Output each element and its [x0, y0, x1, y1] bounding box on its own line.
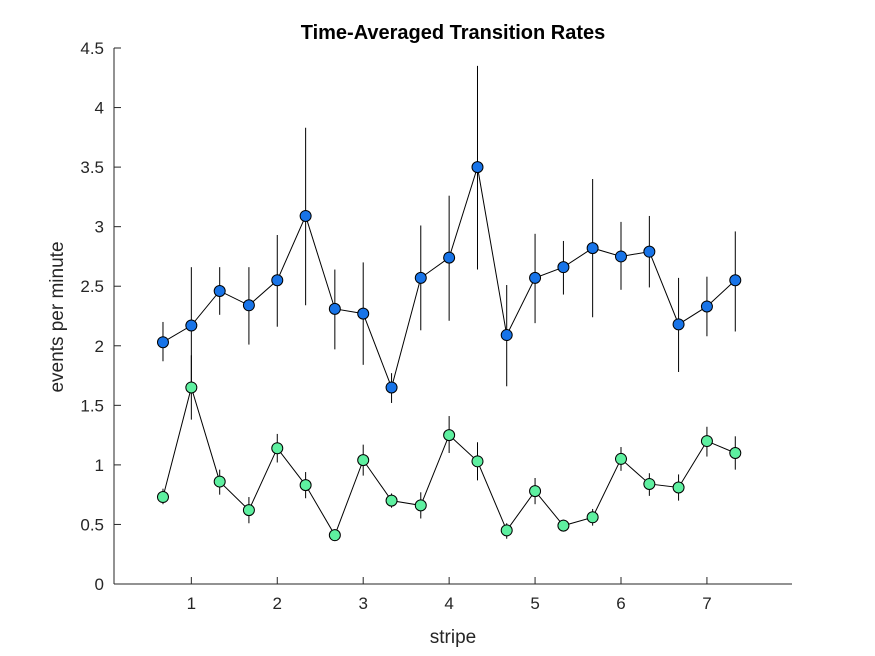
data-point	[529, 485, 542, 498]
data-point	[328, 529, 341, 542]
data-point	[557, 519, 570, 532]
data-point	[328, 302, 341, 315]
data-point	[299, 209, 312, 222]
data-point	[672, 318, 685, 331]
data-point	[271, 274, 284, 287]
data-point	[156, 336, 169, 349]
data-point	[414, 271, 427, 284]
chart-title: Time-Averaged Transition Rates	[301, 22, 606, 44]
y-axis-label: events per minute	[47, 241, 68, 392]
data-point	[557, 261, 570, 274]
data-point	[213, 284, 226, 297]
data-point	[357, 307, 370, 320]
x-tick-label: 6	[616, 594, 625, 613]
data-point	[471, 161, 484, 174]
x-tick-label: 3	[358, 594, 367, 613]
data-point	[586, 242, 599, 255]
x-tick-label: 5	[530, 594, 539, 613]
data-point	[443, 251, 456, 264]
data-point	[729, 274, 742, 287]
data-point	[385, 494, 398, 507]
y-tick-label: 0	[95, 575, 104, 594]
series-2	[156, 355, 742, 542]
data-point	[271, 442, 284, 455]
data-point	[471, 455, 484, 468]
data-point	[614, 452, 627, 465]
data-point	[700, 300, 713, 313]
data-point	[242, 504, 255, 517]
axes: 1 2 3 4 5 6 7 0 0.5 1 1.5 2 2.5 3 3.5 4 4.5	[80, 39, 792, 613]
data-point	[385, 381, 398, 394]
y-tick-label: 3.5	[80, 158, 104, 177]
y-tick-label: 4	[95, 99, 104, 118]
data-point	[672, 481, 685, 494]
data-point	[643, 477, 656, 490]
y-tick-label: 3	[95, 218, 104, 237]
data-point	[500, 524, 513, 537]
y-tick-label: 2.5	[80, 277, 104, 296]
y-tick-label: 0.5	[80, 515, 104, 534]
data-point	[500, 329, 513, 342]
y-tick-label: 2	[95, 337, 104, 356]
data-point	[729, 446, 742, 459]
data-point	[643, 245, 656, 258]
y-tick-label: 1.5	[80, 396, 104, 415]
x-axis-label: stripe	[430, 627, 476, 648]
data-point	[156, 491, 169, 504]
data-point	[586, 511, 599, 524]
x-tick-label: 1	[187, 594, 196, 613]
data-point	[529, 271, 542, 284]
data-point	[185, 381, 198, 394]
data-point	[443, 429, 456, 442]
x-tick-label: 2	[273, 594, 282, 613]
data-point	[242, 299, 255, 312]
data-point	[299, 479, 312, 492]
data-point	[357, 454, 370, 467]
y-tick-label: 4.5	[80, 39, 104, 58]
data-point	[213, 475, 226, 488]
data-point	[614, 250, 627, 263]
data-point	[185, 319, 198, 332]
series-1	[156, 65, 742, 403]
y-tick-label: 1	[95, 456, 104, 475]
data-point	[700, 435, 713, 448]
data-point	[414, 499, 427, 512]
plot-area	[156, 65, 742, 542]
x-tick-label: 7	[702, 594, 711, 613]
x-tick-label: 4	[444, 594, 453, 613]
